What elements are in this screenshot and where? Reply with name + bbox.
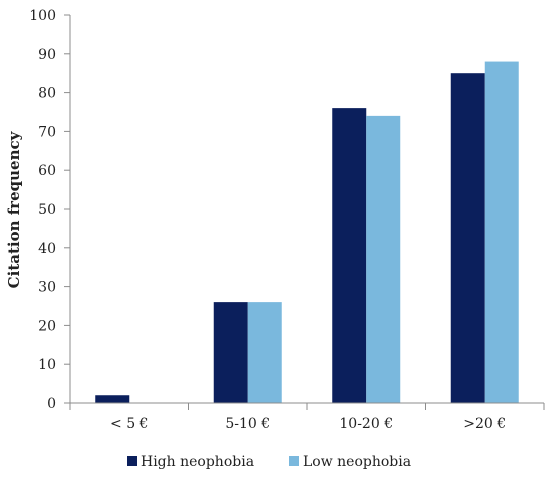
y-tick-label: 60 <box>38 163 56 179</box>
y-tick-label: 70 <box>38 124 56 140</box>
x-category-label: 5-10 € <box>225 416 270 432</box>
y-tick-label: 80 <box>38 86 56 102</box>
x-category-label: < 5 € <box>110 416 148 432</box>
y-tick-label: 10 <box>38 357 56 373</box>
bar-high-neophobia <box>95 395 130 403</box>
x-ticks: < 5 € 5-10 € 10-20 € >20 € <box>69 403 545 432</box>
bar-high-neophobia <box>332 108 367 404</box>
y-tick-label: 20 <box>38 318 56 334</box>
bar-low-neophobia <box>247 302 282 403</box>
y-tick-label: 90 <box>38 47 56 63</box>
legend-swatch <box>289 456 299 466</box>
y-tick-label: 50 <box>38 202 56 218</box>
y-tick-label: 100 <box>29 8 56 24</box>
bars-layer <box>95 61 519 404</box>
legend-swatch <box>127 456 137 466</box>
bar-low-neophobia <box>366 115 401 403</box>
y-tick-label: 0 <box>47 396 56 412</box>
bar-low-neophobia <box>484 61 519 404</box>
x-category-label: 10-20 € <box>339 416 393 432</box>
bar-high-neophobia <box>450 73 485 403</box>
bar-high-neophobia <box>213 302 248 403</box>
legend-label: Low neophobia <box>303 454 411 470</box>
y-tick-label: 40 <box>38 241 56 257</box>
y-tick-label: 30 <box>38 280 56 296</box>
legend-label: High neophobia <box>141 454 254 470</box>
legend: High neophobia Low neophobia <box>127 454 411 470</box>
x-category-label: >20 € <box>463 416 506 432</box>
y-axis-title: Citation frequency <box>5 130 23 288</box>
y-ticks: 0 10 20 30 40 50 60 70 80 90 100 <box>29 8 70 412</box>
